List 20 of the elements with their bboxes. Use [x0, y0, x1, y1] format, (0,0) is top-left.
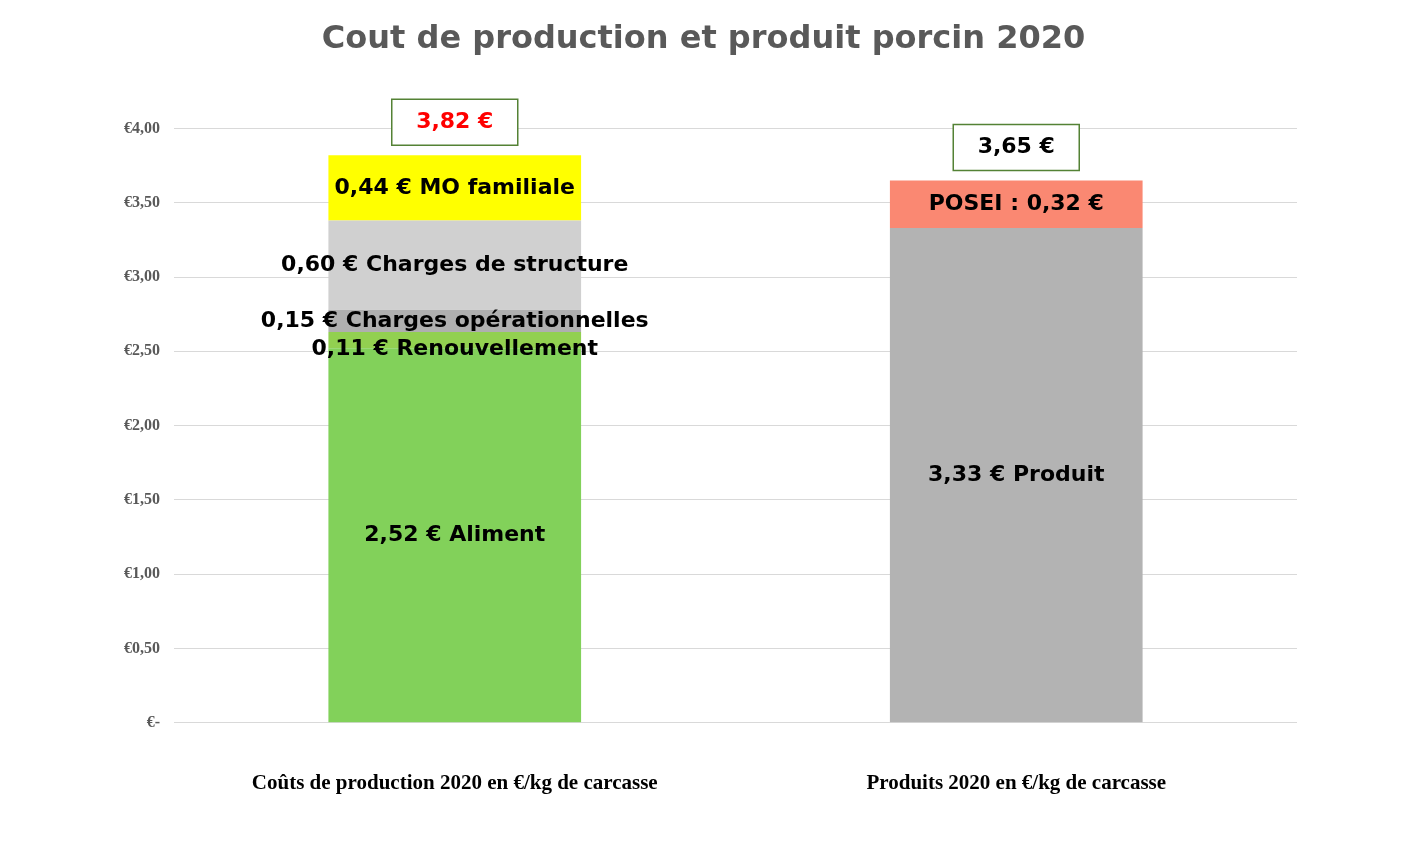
chart-title: Cout de production et produit porcin 2020	[321, 17, 1086, 56]
data-label: 2,52 € Aliment	[364, 521, 546, 547]
data-label: 0,60 € Charges de structure	[281, 250, 629, 276]
y-tick-label: €-	[146, 712, 160, 730]
total-label: 3,82 €	[416, 107, 494, 133]
data-label: 0,15 € Charges opérationnelles	[260, 306, 649, 332]
y-tick-label: €1,00	[124, 564, 160, 582]
data-label: POSEI : 0,32 €	[928, 189, 1104, 215]
data-label: 0,44 € MO familiale	[334, 173, 575, 199]
y-tick-label: €1,50	[124, 490, 160, 508]
y-tick-label: €2,50	[124, 341, 160, 359]
y-tick-label: €4,00	[124, 118, 160, 136]
x-tick-label: Produits 2020 en €/kg de carcasse	[866, 769, 1167, 794]
y-tick-label: €3,00	[124, 267, 160, 285]
y-tick-label: €2,00	[124, 415, 160, 433]
y-tick-label: €3,50	[124, 192, 160, 210]
y-tick-label: €0,50	[124, 638, 160, 656]
x-tick-label: Coûts de production 2020 en €/kg de carcasse	[251, 769, 658, 794]
total-label: 3,65 €	[977, 133, 1055, 159]
data-label: 3,33 € Produit	[928, 460, 1105, 486]
